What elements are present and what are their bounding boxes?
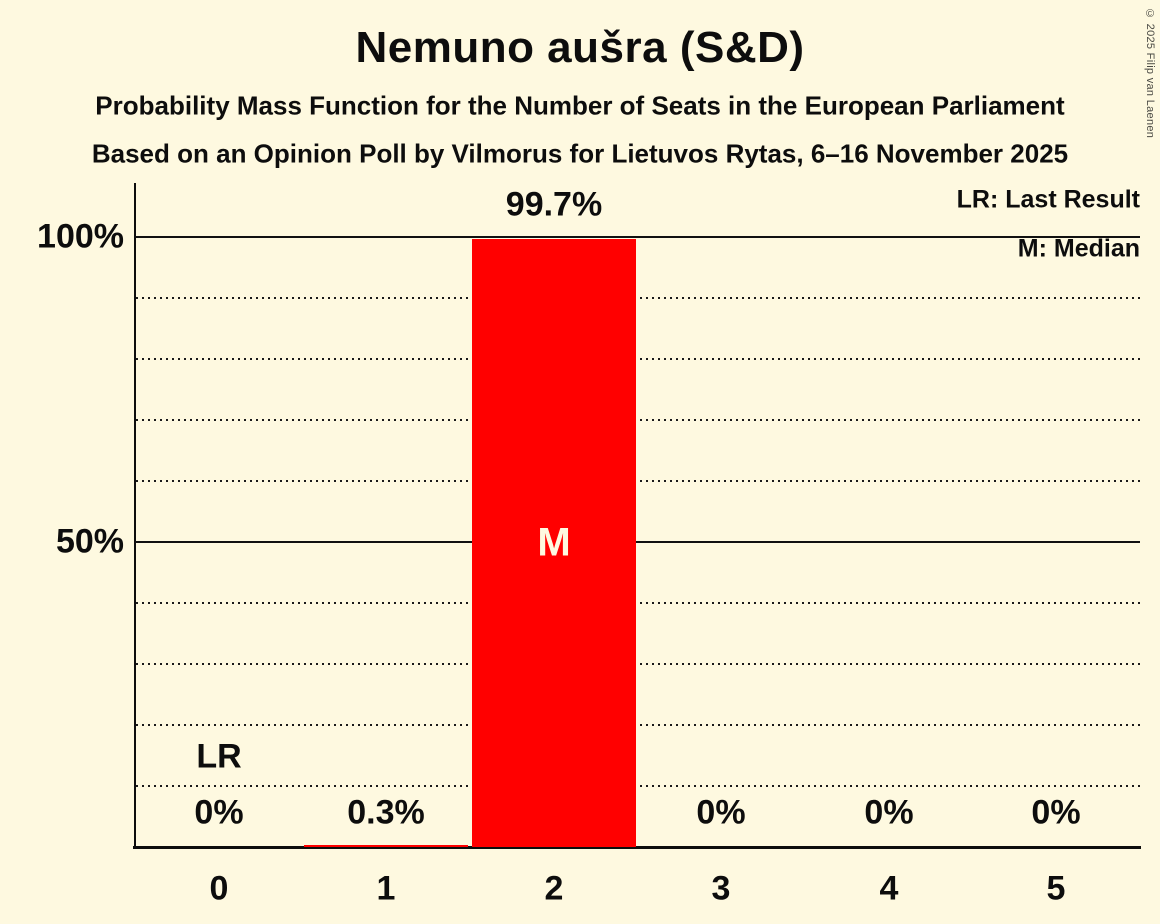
median-marker: M bbox=[537, 520, 571, 565]
x-axis-seat-label-1: 1 bbox=[376, 869, 396, 908]
bar-value-label-seats-2: 99.7% bbox=[505, 185, 603, 224]
x-axis-seat-label-3: 3 bbox=[711, 869, 731, 908]
gridline-dotted-80pct bbox=[136, 358, 1140, 360]
bar-value-label-seats-3: 0% bbox=[696, 793, 746, 832]
bar-seats-1 bbox=[304, 845, 468, 847]
chart-subtitle-line1: Probability Mass Function for the Number… bbox=[95, 90, 1065, 121]
x-axis-seat-label-2: 2 bbox=[544, 869, 564, 908]
gridline-dotted-60pct bbox=[136, 480, 1140, 482]
bar-value-label-seats-4: 0% bbox=[864, 793, 914, 832]
gridline-dotted-40pct bbox=[136, 602, 1140, 604]
x-axis-seat-label-5: 5 bbox=[1046, 869, 1066, 908]
gridline-solid-50pct bbox=[135, 541, 1140, 543]
bar-seats-2 bbox=[472, 239, 636, 847]
gridline-dotted-70pct bbox=[136, 419, 1140, 421]
y-axis-tick-label-50: 50% bbox=[55, 522, 124, 561]
y-axis-line bbox=[134, 183, 136, 848]
x-axis-seat-label-4: 4 bbox=[879, 869, 899, 908]
chart-title: Nemuno aušra (S&D) bbox=[355, 23, 805, 72]
x-axis-line bbox=[133, 846, 1141, 849]
last-result-marker: LR bbox=[196, 737, 242, 776]
x-axis-seat-label-0: 0 bbox=[209, 869, 229, 908]
y-axis-tick-label-100: 100% bbox=[37, 217, 124, 256]
gridline-dotted-90pct bbox=[136, 297, 1140, 299]
gridline-dotted-20pct bbox=[136, 724, 1140, 726]
bar-value-label-seats-0: 0% bbox=[194, 793, 244, 832]
bar-value-label-seats-5: 0% bbox=[1031, 793, 1081, 832]
gridline-dotted-10pct bbox=[136, 785, 1140, 787]
bar-value-label-seats-1: 0.3% bbox=[347, 793, 425, 832]
legend-median-label: M: Median bbox=[1017, 234, 1140, 263]
chart-subtitle-line2: Based on an Opinion Poll by Vilmorus for… bbox=[91, 138, 1069, 169]
gridline-solid-100pct bbox=[135, 236, 1140, 238]
gridline-dotted-30pct bbox=[136, 663, 1140, 665]
legend-last-result-label: LR: Last Result bbox=[956, 185, 1140, 214]
copyright-notice: © 2025 Filip van Laenen bbox=[1144, 8, 1156, 139]
